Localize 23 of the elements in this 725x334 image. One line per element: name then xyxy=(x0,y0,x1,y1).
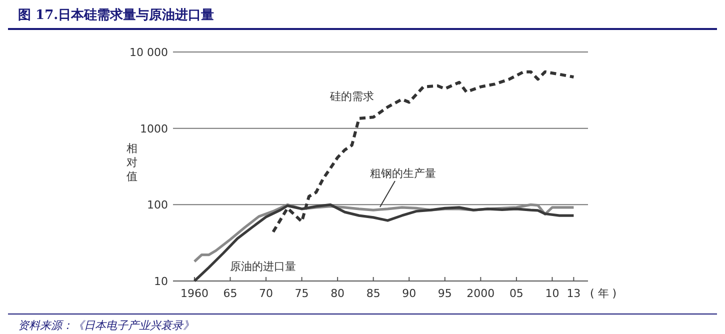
y-tick-label: 1000 xyxy=(140,122,168,136)
x-tick-label: 13 xyxy=(566,287,581,300)
x-axis-title: ( 年 ) xyxy=(590,287,617,300)
x-tick-label: 70 xyxy=(259,287,274,300)
y-tick-label: 10 xyxy=(154,275,168,288)
x-tick-label: 85 xyxy=(366,287,380,300)
x-tick-label: 80 xyxy=(330,287,345,300)
x-tick-label: 65 xyxy=(223,287,238,300)
series-label: 硅的需求 xyxy=(329,90,374,103)
text: 粗钢的生产量 xyxy=(370,167,436,180)
x-tick-label: 10 xyxy=(545,287,560,300)
x-tick-label: 2000 xyxy=(466,287,495,300)
series-label: 原油的进口量 xyxy=(230,260,296,273)
y-tick-label: 10 000 xyxy=(130,46,168,59)
x-tick-label: 05 xyxy=(509,287,524,300)
x-tick-label: 1960 xyxy=(180,287,208,300)
text: 资料来源：《日本电子产业兴衰录》 xyxy=(18,319,194,332)
chart-title: 图 17.日本硅需求量与原油进口量 xyxy=(18,7,214,23)
x-tick-label: 90 xyxy=(402,287,416,300)
x-tick-label: 75 xyxy=(294,287,309,300)
x-tick-label: 95 xyxy=(438,287,452,300)
y-tick-label: 100 xyxy=(147,198,168,212)
y-axis-title: 相对值 xyxy=(126,142,138,183)
